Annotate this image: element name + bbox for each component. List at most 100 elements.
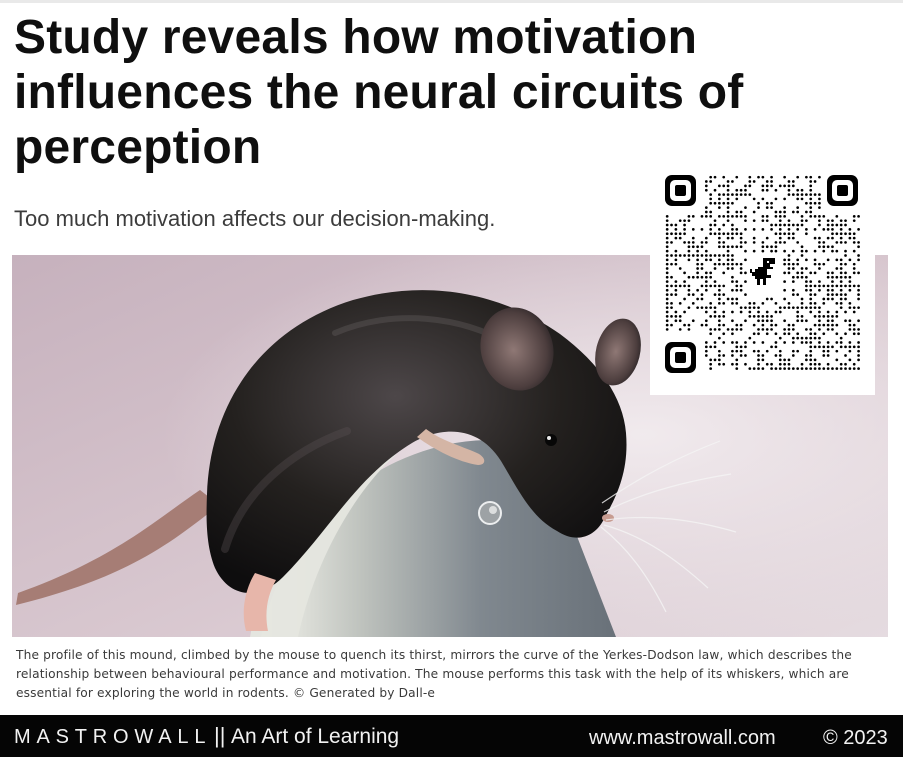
qr-module: [791, 262, 795, 266]
qr-module: [670, 323, 673, 327]
qr-module: [739, 284, 743, 288]
qr-module: [665, 284, 669, 288]
qr-module: [765, 188, 769, 192]
qr-module: [726, 267, 730, 270]
qr-module: [739, 245, 743, 249]
qr-module: [770, 345, 773, 349]
qr-module: [722, 184, 726, 188]
qr-module: [752, 301, 756, 305]
qr-module: [852, 328, 856, 331]
qr-module: [674, 288, 678, 292]
qr-module: [735, 214, 739, 218]
qr-module: [726, 254, 730, 257]
website-link[interactable]: www.mastrowall.com: [589, 727, 776, 749]
qr-module: [748, 180, 752, 183]
qr-module: [722, 341, 726, 344]
qr-module: [744, 362, 747, 366]
qr-module: [726, 210, 730, 214]
qr-module: [744, 341, 747, 344]
qr-module: [674, 232, 678, 236]
qr-module: [665, 275, 669, 279]
qr-code[interactable]: [650, 160, 875, 395]
qr-module: [809, 293, 813, 296]
qr-module: [844, 232, 847, 236]
qr-module: [857, 332, 860, 336]
qr-module: [665, 236, 669, 240]
qr-module: [791, 236, 795, 240]
qr-module: [774, 223, 778, 227]
qr-module: [709, 284, 713, 288]
qr-module: [839, 288, 843, 292]
qr-module: [678, 328, 682, 331]
qr-module: [752, 315, 756, 318]
qr-module: [852, 219, 856, 223]
qr-module: [809, 184, 813, 188]
qr-module: [683, 254, 686, 257]
qr-module: [774, 210, 778, 214]
qr-module: [744, 206, 747, 209]
qr-module: [800, 301, 804, 305]
qr-module: [835, 358, 839, 362]
qr-module: [857, 354, 860, 357]
qr-module: [670, 306, 673, 310]
qr-module: [778, 358, 782, 362]
qr-module: [687, 219, 691, 223]
qr-module: [844, 332, 847, 336]
qr-module: [739, 271, 743, 275]
qr-module: [831, 228, 834, 231]
qr-module: [831, 345, 834, 349]
qr-module: [822, 228, 826, 231]
qr-module: [739, 345, 743, 349]
qr-module: [700, 267, 704, 270]
qr-module: [752, 349, 756, 353]
qr-module: [774, 245, 778, 249]
qr-module: [691, 228, 695, 231]
qr-module: [709, 358, 713, 362]
qr-module: [704, 254, 708, 257]
qr-module: [831, 236, 834, 240]
qr-module: [739, 262, 743, 266]
qr-module: [765, 236, 769, 240]
qr-module: [796, 310, 800, 314]
qr-module: [739, 188, 743, 192]
qr-module: [805, 232, 808, 236]
qr-module: [718, 319, 721, 323]
qr-module: [704, 271, 708, 275]
qr-module: [765, 201, 769, 205]
qr-module: [783, 210, 786, 214]
qr-module: [761, 241, 765, 244]
qr-module: [787, 236, 791, 240]
qr-module: [765, 214, 769, 218]
qr-module: [809, 345, 813, 349]
qr-module: [770, 367, 773, 370]
qr-module: [839, 301, 843, 305]
qr-module: [800, 197, 804, 201]
qr-module: [713, 188, 717, 192]
brand-name[interactable]: MASTROWALL: [14, 726, 212, 748]
qr-module: [687, 328, 691, 331]
qr-module: [739, 323, 743, 327]
qr-module: [744, 258, 747, 262]
qr-module: [713, 232, 717, 236]
qr-module: [787, 223, 791, 227]
qr-module: [818, 315, 821, 318]
qr-module: [722, 323, 726, 327]
qr-module: [691, 319, 695, 323]
qr-module: [857, 214, 860, 218]
qr-module: [713, 293, 717, 296]
qr-module: [796, 319, 800, 323]
qr-module: [796, 367, 800, 370]
qr-module: [683, 284, 686, 288]
qr-module: [857, 358, 860, 362]
article-headline: Study reveals how motivation influences …: [14, 11, 744, 174]
qr-module: [852, 249, 856, 253]
qr-module: [818, 367, 821, 370]
qr-module: [822, 349, 826, 353]
qr-module: [718, 262, 721, 266]
qr-module: [796, 175, 800, 179]
qr-module: [709, 258, 713, 262]
qr-module: [783, 249, 786, 253]
qr-module: [813, 180, 817, 183]
qr-module: [735, 193, 739, 196]
qr-module: [809, 328, 813, 331]
